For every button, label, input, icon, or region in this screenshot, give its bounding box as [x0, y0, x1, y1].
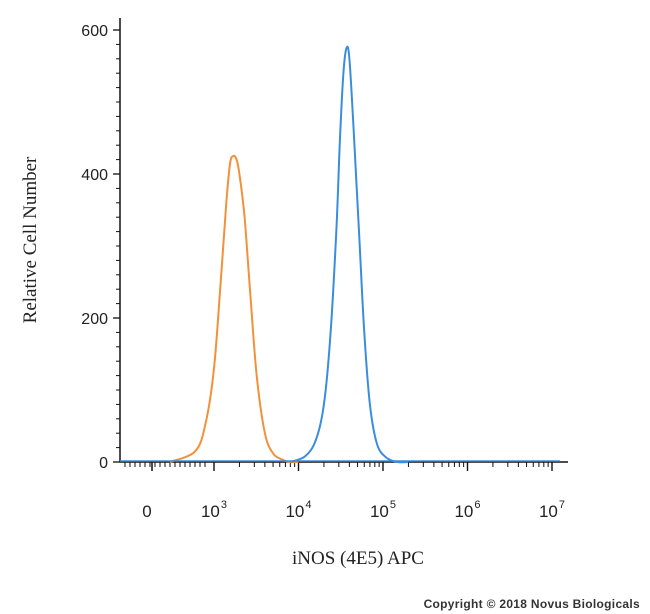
axes — [119, 18, 568, 463]
orange-histogram — [169, 154, 299, 464]
x-tick-label: 103 — [201, 499, 227, 521]
x-ticks: 0 103 104 105 106 107 — [124, 462, 565, 521]
x-tick-label: 107 — [539, 499, 565, 521]
y-ticks: 0 200 400 600 — [81, 23, 120, 472]
x-tick-label: 106 — [454, 499, 480, 521]
y-tick-label: 400 — [81, 167, 108, 184]
y-tick-label: 200 — [81, 311, 108, 328]
blue-histogram — [289, 45, 409, 464]
y-tick-label: 0 — [99, 455, 108, 472]
series-layer — [120, 45, 560, 464]
x-tick-label: 105 — [370, 499, 396, 521]
copyright-text: Copyright © 2018 Novus Biologicals — [424, 597, 640, 611]
x-tick-label: 104 — [285, 499, 311, 521]
y-tick-label: 600 — [81, 23, 108, 40]
x-axis-title: iNOS (4E5) APC — [292, 548, 424, 569]
y-axis-title: Relative Cell Number — [20, 156, 41, 323]
x-tick-label: 0 — [142, 502, 151, 521]
